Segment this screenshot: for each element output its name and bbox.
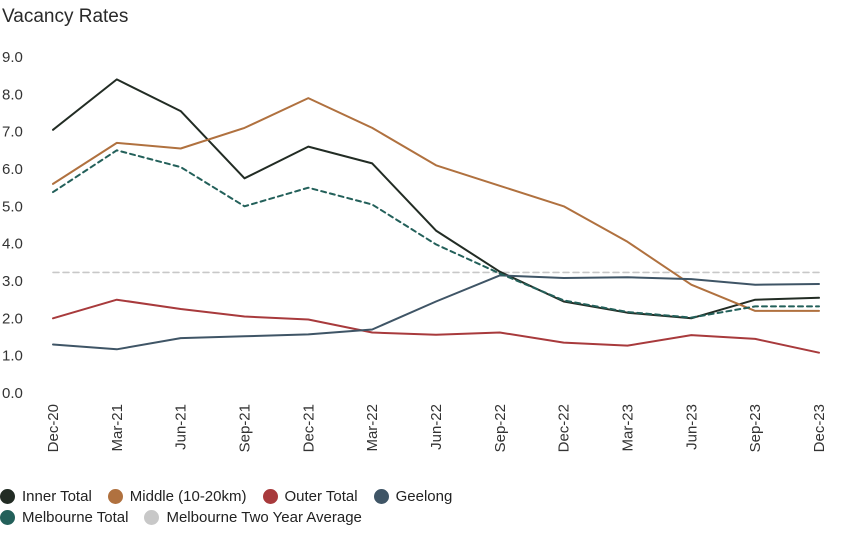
legend-row-1: Inner Total Middle (10-20km) Outer Total Ge…	[0, 488, 468, 505]
legend-item-geelong: Geelong	[373, 488, 453, 505]
vacancy-line-chart: 0.0 1.0 2.0 3.0 4.0 5.0 6.0 7.0 8.0 9.0 Dec-20 Mar…	[2, 49, 828, 452]
legend-swatch	[0, 510, 15, 525]
x-tick-label: Dec-21	[300, 404, 317, 452]
x-tick-label: Dec-23	[811, 404, 828, 452]
x-tick-label: Jun-23	[683, 404, 700, 450]
legend-label: Middle (10-20km)	[129, 488, 247, 505]
legend-label: Geelong	[395, 488, 453, 505]
legend-swatch	[144, 510, 160, 525]
legend-label: Melbourne Total	[22, 509, 129, 526]
x-tick-label: Dec-22	[556, 404, 573, 452]
y-tick-label: 0.0	[2, 385, 23, 402]
x-tick-label: Mar-21	[109, 404, 126, 452]
legend-swatch	[262, 489, 278, 504]
series-line-inner-total	[52, 78, 820, 320]
x-tick-label: Mar-23	[620, 404, 637, 452]
y-tick-label: 5.0	[2, 198, 23, 215]
x-axis: Dec-20 Mar-21 Jun-21 Sep-21 Dec-21 Mar-22 Jun-…	[45, 404, 828, 452]
legend-swatch	[0, 489, 15, 504]
series-line-outer-total	[52, 298, 820, 354]
legend-swatch	[107, 489, 123, 504]
legend-item-melbourne-two-year-average: Melbourne Two Year Average	[144, 509, 362, 526]
y-tick-label: 4.0	[2, 236, 23, 253]
y-axis: 0.0 1.0 2.0 3.0 4.0 5.0 6.0 7.0 8.0 9.0	[2, 49, 23, 402]
x-tick-label: Sep-21	[237, 404, 254, 452]
series-line-melbourne-total	[52, 149, 820, 319]
y-tick-label: 3.0	[2, 273, 23, 290]
x-tick-label: Jun-21	[173, 404, 190, 450]
series-lines	[52, 78, 820, 354]
y-tick-label: 9.0	[2, 49, 23, 66]
legend-item-melbourne-total: Melbourne Total	[0, 509, 128, 526]
y-tick-label: 2.0	[2, 310, 23, 327]
x-tick-label: Mar-22	[364, 404, 381, 452]
y-tick-label: 8.0	[2, 86, 23, 103]
x-tick-label: Sep-23	[747, 404, 764, 452]
y-tick-label: 1.0	[2, 348, 23, 365]
legend-item-middle-10-20km: Middle (10-20km)	[107, 488, 247, 505]
legend-item-outer-total: Outer Total	[262, 488, 358, 505]
series-line-middle-10-20km	[52, 97, 820, 312]
y-tick-label: 7.0	[2, 124, 23, 141]
legend-label: Outer Total	[284, 488, 358, 505]
x-tick-label: Dec-20	[45, 404, 62, 452]
legend-swatch	[373, 489, 389, 504]
chart-title: Vacancy Rates	[2, 6, 129, 27]
legend-row-2: Melbourne Total Melbourne Two Year Averag…	[0, 509, 378, 526]
legend-label: Inner Total	[22, 488, 92, 505]
legend-label: Melbourne Two Year Average	[166, 509, 362, 526]
x-tick-label: Sep-22	[492, 404, 509, 452]
y-tick-label: 6.0	[2, 161, 23, 178]
x-tick-label: Jun-22	[428, 404, 445, 450]
legend-item-inner-total: Inner Total	[0, 488, 92, 505]
series-line-geelong	[52, 274, 820, 351]
